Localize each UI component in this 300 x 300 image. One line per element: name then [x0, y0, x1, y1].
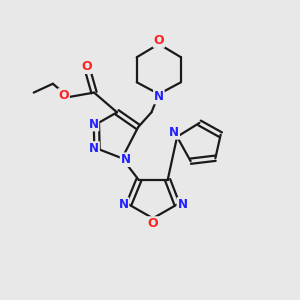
Text: N: N — [169, 126, 179, 139]
Text: O: O — [154, 34, 164, 47]
Text: N: N — [89, 142, 99, 155]
Text: N: N — [154, 91, 164, 103]
Text: N: N — [121, 153, 130, 166]
Text: N: N — [177, 198, 188, 211]
Text: O: O — [58, 89, 69, 102]
Text: O: O — [81, 60, 92, 73]
Text: O: O — [148, 217, 158, 230]
Text: N: N — [88, 118, 98, 130]
Text: N: N — [118, 198, 128, 211]
